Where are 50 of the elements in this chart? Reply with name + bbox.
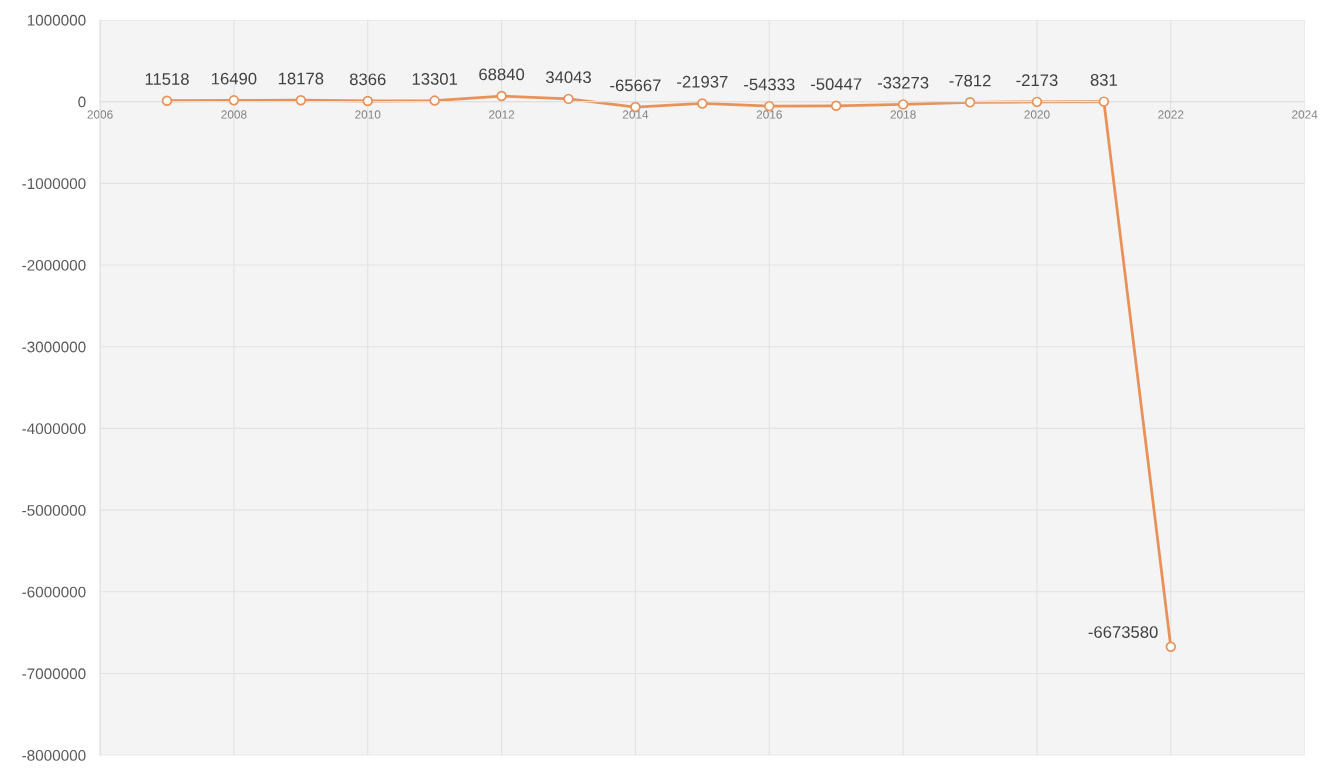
point	[830, 100, 842, 112]
data-label: -50447	[810, 78, 862, 91]
point	[362, 95, 373, 107]
data-label: 16490	[211, 72, 257, 85]
x-tick-label: 2006	[87, 110, 113, 119]
data-label: -7812	[949, 74, 991, 87]
y-tick-label: -6000000	[22, 586, 86, 598]
data-label: -2173	[1016, 74, 1058, 87]
x-tick-label: 2016	[756, 110, 782, 119]
y-tick-label: -1000000	[22, 178, 86, 190]
y-tick-label: -7000000	[22, 668, 86, 680]
point	[897, 99, 909, 110]
point	[295, 94, 307, 106]
x-tick-label: 2024	[1292, 110, 1318, 119]
point	[1031, 96, 1043, 108]
x-tick-label: 2020	[1024, 110, 1050, 119]
data-label: -54333	[744, 78, 795, 91]
data-label: 831	[1090, 74, 1117, 86]
point	[1165, 641, 1177, 653]
point	[429, 95, 440, 106]
point	[1098, 96, 1110, 107]
data-label: 13301	[412, 73, 458, 85]
data-label: 34043	[545, 71, 591, 84]
x-tick-label: 2012	[489, 110, 515, 119]
data-label: -21937	[677, 75, 728, 88]
y-tick-label: -5000000	[22, 504, 86, 516]
point	[496, 90, 507, 102]
x-tick-label: 2014	[622, 110, 649, 119]
y-tick-label: -2000000	[22, 259, 86, 271]
x-tick-label: 2018	[890, 110, 916, 119]
y-tick-label: -3000000	[22, 341, 86, 353]
data-label: -33273	[877, 76, 929, 89]
data-label: 18178	[278, 72, 324, 85]
data-label: 8366	[349, 73, 386, 86]
x-tick-label: 2022	[1158, 110, 1184, 119]
data-label: -6673580	[1088, 626, 1158, 638]
y-tick-label: 1000000	[27, 14, 86, 26]
data-label: -65667	[610, 79, 661, 92]
x-tick-label: 2010	[355, 110, 381, 119]
y-tick-label: -8000000	[22, 750, 86, 761]
point	[697, 98, 708, 109]
data-label: 68840	[479, 68, 525, 81]
point	[228, 95, 240, 106]
point	[563, 93, 574, 105]
y-tick-label: -4000000	[22, 423, 86, 435]
point	[964, 97, 976, 108]
x-tick-label: 2008	[221, 110, 247, 119]
data-label: 11518	[145, 73, 189, 85]
y-tick-label: 0	[78, 96, 86, 108]
point	[161, 95, 173, 106]
